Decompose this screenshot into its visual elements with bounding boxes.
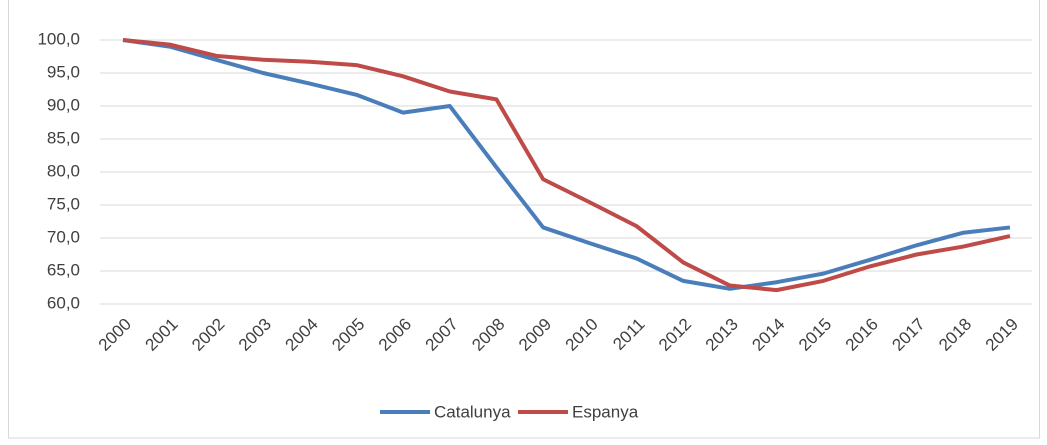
y-tick-label: 100,0 — [37, 29, 80, 48]
legend-label: Catalunya — [434, 402, 511, 421]
y-tick-label: 95,0 — [47, 62, 80, 81]
y-tick-label: 75,0 — [47, 194, 80, 213]
y-tick-label: 90,0 — [47, 95, 80, 114]
legend-label: Espanya — [572, 402, 639, 421]
y-tick-label: 85,0 — [47, 128, 80, 147]
y-tick-label: 80,0 — [47, 161, 80, 180]
y-tick-label: 65,0 — [47, 260, 80, 279]
y-tick-label: 70,0 — [47, 227, 80, 246]
y-tick-label: 60,0 — [47, 293, 80, 312]
chart-border — [8, 0, 1040, 439]
series-line — [122, 38, 1011, 291]
series-line — [122, 38, 1011, 293]
